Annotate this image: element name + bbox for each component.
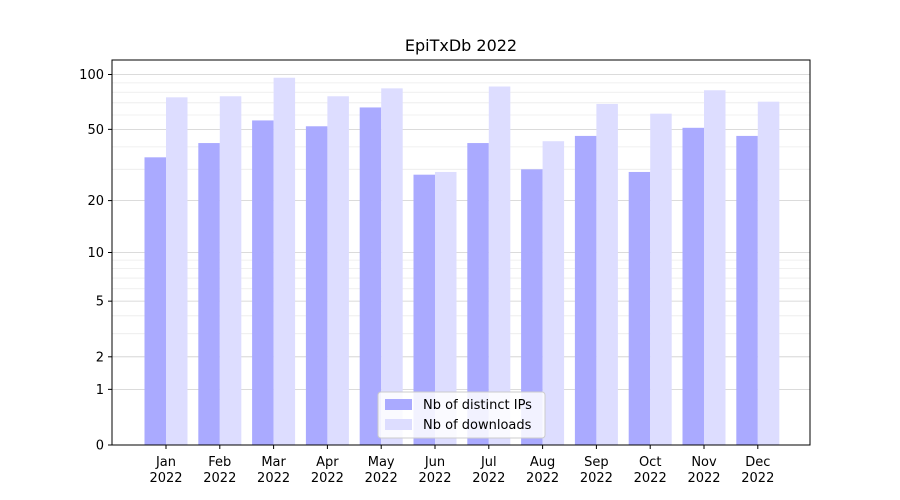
x-tick-label-month: Dec [745,455,770,470]
x-tick-label-year: 2022 [472,471,505,486]
bar-downloads [650,113,672,446]
x-tick-label-year: 2022 [634,471,667,486]
x-tick-label-month: Oct [639,455,661,470]
x-tick-label-year: 2022 [203,471,236,486]
x-tick-label-month: May [368,455,395,470]
bar-distinct-ips [198,143,220,446]
x-tick-label-year: 2022 [365,471,398,486]
bar-downloads [704,90,726,446]
y-tick-label: 2 [96,350,104,365]
x-tick-label-month: Mar [261,455,286,470]
bar-downloads [166,97,188,446]
bar-distinct-ips [736,135,758,445]
bar-distinct-ips [359,107,382,446]
bar-downloads [327,96,349,446]
bar-distinct-ips [628,171,651,445]
bar-distinct-ips [305,126,328,445]
legend-label: Nb of downloads [423,418,532,433]
y-axis: 0 1 2 5 10 20 50 100 [79,68,112,454]
y-tick-label: 5 [96,295,104,310]
bar-downloads [542,141,565,446]
legend-box [377,391,546,439]
x-tick-label-year: 2022 [257,471,290,486]
x-tick-label-month: Jun [424,455,445,470]
bar-distinct-ips [682,127,704,446]
x-tick-label-year: 2022 [149,471,182,486]
y-tick-label: 0 [96,439,104,454]
chart-title: EpiTxDb 2022 [405,36,517,55]
bar-downloads [596,103,618,446]
bar-distinct-ips [467,143,489,446]
bar-downloads [273,77,296,445]
bar-downloads [435,171,457,445]
y-tick-label: 100 [79,68,104,83]
x-tick-label-year: 2022 [741,471,774,486]
legend-swatch [385,399,412,410]
bar-downloads [488,86,511,445]
bar-distinct-ips [413,174,435,446]
bars [144,77,780,446]
x-tick-label-year: 2022 [311,471,344,486]
x-tick-label-month: Jul [480,455,497,470]
x-tick-label-year: 2022 [580,471,613,486]
x-tick-label-month: Jan [155,455,176,470]
bar-downloads [381,88,403,445]
y-tick-label: 20 [87,194,104,209]
legend-swatch [385,419,412,430]
x-tick-label-month: Sep [584,455,609,470]
bar-distinct-ips [144,157,166,445]
x-tick-label-year: 2022 [526,471,559,486]
legend-label: Nb of distinct IPs [423,398,532,413]
bar-distinct-ips [252,120,274,445]
legend: Nb of distinct IPs Nb of downloads [377,391,546,439]
x-tick-label-month: Aug [530,455,555,470]
bar-downloads [757,101,780,445]
bar-distinct-ips [521,169,543,445]
x-axis: Jan2022Feb2022Mar2022Apr2022May2022Jun20… [149,445,774,486]
y-tick-label: 10 [87,246,104,261]
x-tick-label-month: Apr [316,455,339,470]
y-tick-label: 1 [96,383,104,398]
x-tick-label-year: 2022 [687,471,720,486]
x-tick-label-year: 2022 [418,471,451,486]
x-tick-label-month: Feb [208,455,231,470]
bar-downloads [219,96,242,446]
x-tick-label-month: Nov [691,455,717,470]
y-tick-label: 50 [87,123,104,138]
bar-distinct-ips [574,135,597,445]
